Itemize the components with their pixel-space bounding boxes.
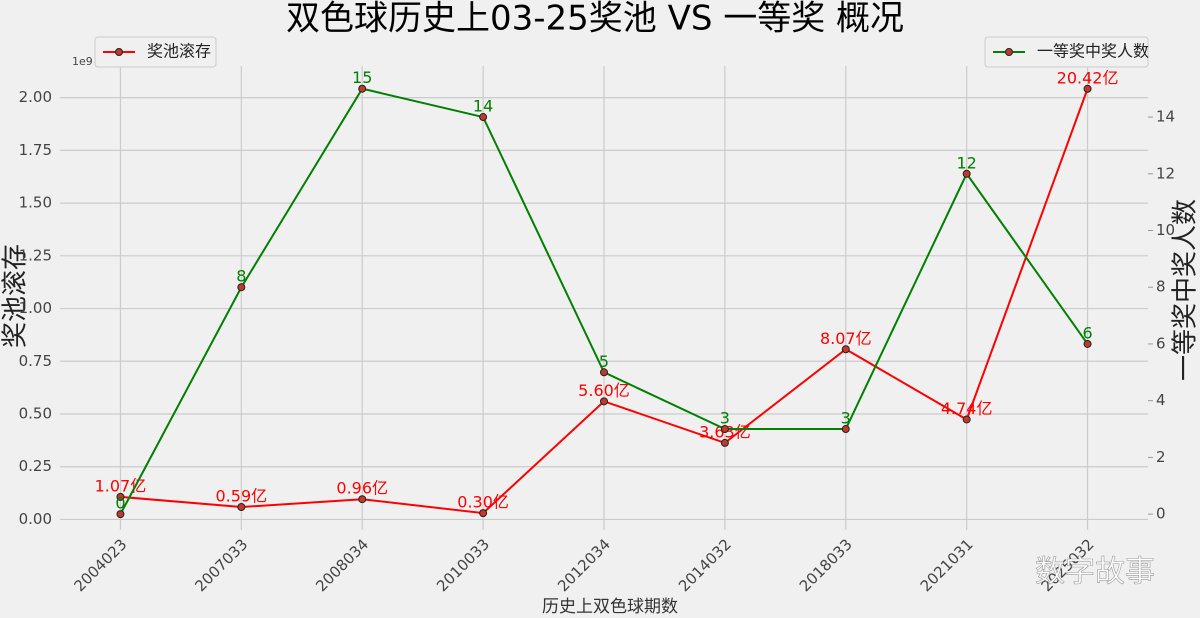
data-label: 4.74亿 <box>941 399 993 418</box>
data-label: 0 <box>115 494 125 513</box>
data-label: 8 <box>236 267 246 286</box>
chart-title: 双色球历史上03-25奖池 VS 一等奖 概况 <box>286 0 904 39</box>
data-label: 8.07亿 <box>820 329 872 348</box>
y-tick-label: 1.00 <box>19 299 52 317</box>
data-label: 5 <box>599 352 609 371</box>
legend-marker <box>115 48 123 56</box>
y2-tick-label: 12 <box>1156 164 1175 182</box>
legend-label: 奖池滚存 <box>147 42 211 61</box>
y2-tick-label: 6 <box>1156 334 1166 352</box>
data-label: 6 <box>1082 323 1092 342</box>
marker <box>841 425 850 434</box>
marker <box>358 84 367 93</box>
data-label: 3 <box>720 409 730 428</box>
marker <box>116 510 125 519</box>
y-axis-title: 奖池滚存 <box>1 244 31 348</box>
marker <box>479 113 488 122</box>
y2-tick-label: 10 <box>1156 221 1175 239</box>
marker <box>116 492 125 501</box>
y2-tick-label: 2 <box>1156 448 1166 466</box>
legend: 一等奖中奖人数 <box>984 36 1149 68</box>
marker <box>237 283 246 292</box>
legend: 奖池滚存 <box>94 36 217 68</box>
data-label: 5.60亿 <box>578 381 630 400</box>
marker <box>358 495 367 504</box>
marker <box>479 509 488 518</box>
y2-tick-label: 4 <box>1156 391 1166 409</box>
data-label: 20.42亿 <box>1057 68 1119 87</box>
x-axis-title: 历史上双色球期数 <box>542 597 678 617</box>
marker <box>1083 84 1092 93</box>
marker <box>962 169 971 178</box>
marker <box>962 415 971 424</box>
legend-box <box>984 36 1149 68</box>
y-tick-label: 0.25 <box>19 457 52 475</box>
y2-tick-label: 14 <box>1156 108 1175 126</box>
y-tick-label: 0.00 <box>19 510 52 528</box>
watermark: 数字故事 <box>1035 555 1155 590</box>
legend-box <box>94 36 217 68</box>
data-label: 0.96亿 <box>336 479 388 498</box>
y-tick-label: 1.25 <box>19 246 52 264</box>
marker <box>237 503 246 512</box>
data-label: 12 <box>956 153 976 172</box>
y-tick-label: 0.75 <box>19 352 52 370</box>
marker <box>1083 339 1092 348</box>
legend-label: 一等奖中奖人数 <box>1037 42 1149 61</box>
legend-marker <box>1005 48 1013 56</box>
marker <box>720 438 729 447</box>
data-label: 14 <box>473 97 493 116</box>
y2-axis-title: 一等奖中奖人数 <box>1171 199 1200 381</box>
y2-tick-label: 8 <box>1156 278 1166 296</box>
y2-tick-label: 0 <box>1156 505 1166 523</box>
y-tick-label: 2.00 <box>19 88 52 106</box>
data-label: 15 <box>352 68 372 87</box>
y-tick-label: 0.50 <box>19 405 52 423</box>
offset-label: 1e9 <box>72 55 93 68</box>
marker <box>720 425 729 434</box>
y-tick-label: 1.75 <box>19 141 52 159</box>
data-label: 0.59亿 <box>216 487 268 506</box>
marker <box>841 345 850 354</box>
data-label: 3 <box>841 409 851 428</box>
y-tick-label: 1.50 <box>19 194 52 212</box>
marker <box>600 397 608 406</box>
data-label: 0.30亿 <box>457 493 509 512</box>
marker <box>600 368 608 377</box>
